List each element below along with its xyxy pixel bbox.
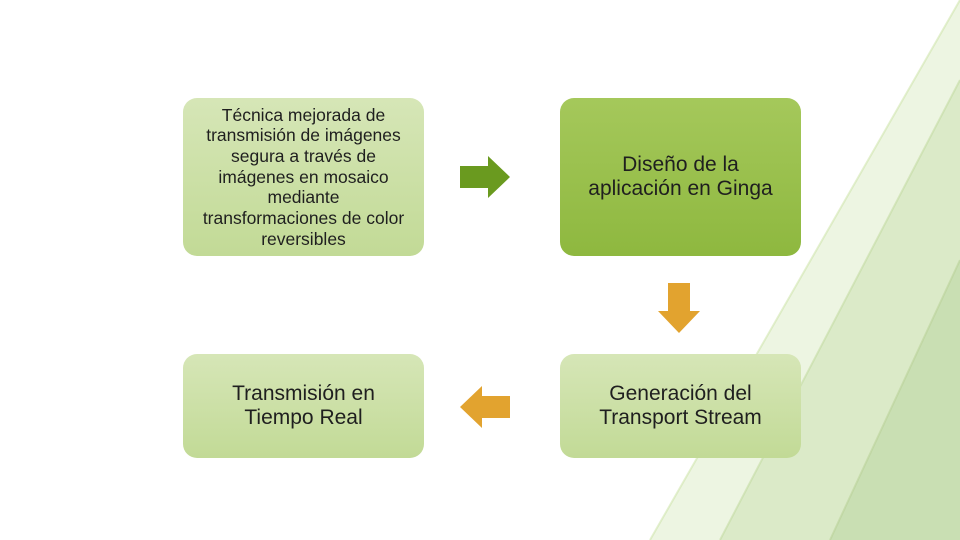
process-step-3: Generación del Transport Stream bbox=[560, 354, 801, 458]
arrow-left-icon bbox=[460, 386, 510, 428]
background-decor bbox=[0, 0, 960, 540]
arrow-step3-to-step4 bbox=[460, 386, 510, 428]
process-step-3-label: Generación del Transport Stream bbox=[578, 382, 783, 430]
arrow-down-icon bbox=[658, 283, 700, 333]
process-step-4-label: Transmisión en Tiempo Real bbox=[201, 382, 406, 430]
process-step-2: Diseño de la aplicación en Ginga bbox=[560, 98, 801, 256]
process-step-2-label: Diseño de la aplicación en Ginga bbox=[578, 153, 783, 201]
decor-svg bbox=[0, 0, 960, 540]
process-step-1: Técnica mejorada de transmisión de imáge… bbox=[183, 98, 424, 256]
arrow-right-icon bbox=[460, 156, 510, 198]
arrow-step2-to-step3 bbox=[658, 283, 700, 333]
arrow-step1-to-step2 bbox=[460, 156, 510, 198]
process-step-4: Transmisión en Tiempo Real bbox=[183, 354, 424, 458]
process-step-1-label: Técnica mejorada de transmisión de imáge… bbox=[201, 105, 406, 249]
